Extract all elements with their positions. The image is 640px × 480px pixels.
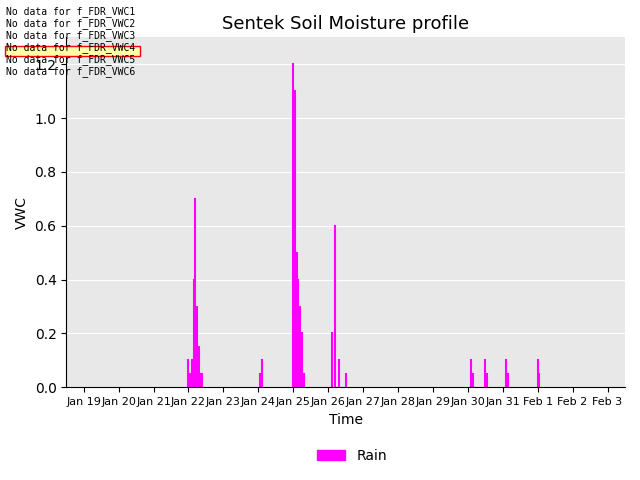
Text: No data for f_FDR_VWC4: No data for f_FDR_VWC4 bbox=[6, 42, 136, 53]
Y-axis label: VWC: VWC bbox=[15, 196, 29, 229]
Text: No data for f_FDR_VWC1: No data for f_FDR_VWC1 bbox=[6, 6, 136, 17]
Text: No data for f_FDR_VWC3: No data for f_FDR_VWC3 bbox=[6, 30, 136, 41]
Text: No data for f_FDR_VWC5: No data for f_FDR_VWC5 bbox=[6, 54, 136, 65]
Text: No data for f_FDR_VWC6: No data for f_FDR_VWC6 bbox=[6, 66, 136, 77]
Title: Sentek Soil Moisture profile: Sentek Soil Moisture profile bbox=[222, 15, 469, 33]
Text: No data for f_FDR_VWC2: No data for f_FDR_VWC2 bbox=[6, 18, 136, 29]
FancyBboxPatch shape bbox=[5, 46, 140, 56]
X-axis label: Time: Time bbox=[328, 413, 363, 427]
Legend: Rain: Rain bbox=[312, 443, 392, 468]
